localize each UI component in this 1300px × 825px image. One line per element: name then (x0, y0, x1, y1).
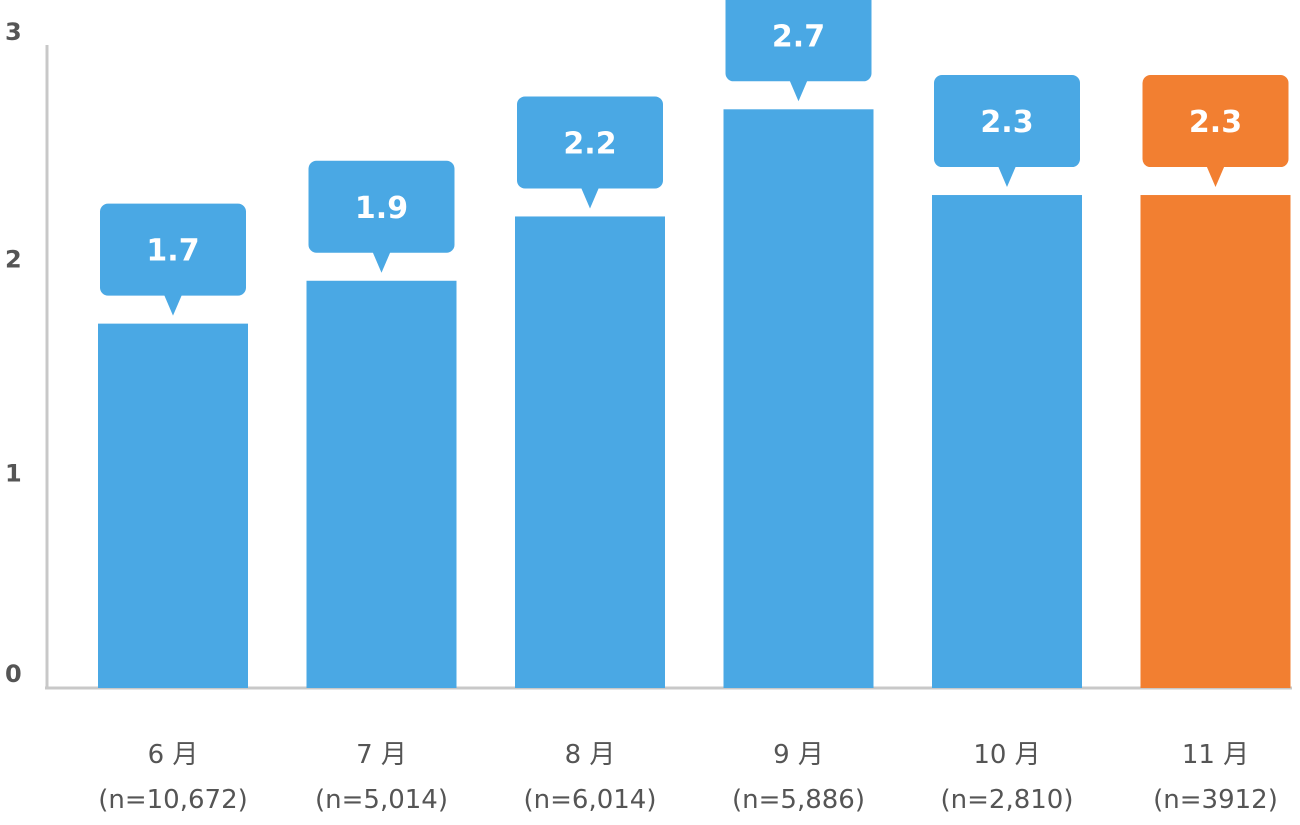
callout-bubble (725, 0, 872, 82)
value-callout: 2.3 (1142, 75, 1289, 188)
callout-pointer (1206, 166, 1225, 188)
bar (306, 280, 457, 688)
bar (98, 323, 248, 688)
data-label: 2.3 (1189, 105, 1242, 140)
value-callout: 1.9 (308, 160, 455, 273)
y-tick-label: 0 (5, 660, 22, 688)
x-tick-label-month: 11 月 (1182, 740, 1249, 770)
data-label: 2.7 (772, 19, 825, 54)
value-callout: 2.2 (517, 96, 663, 209)
value-callout: 2.3 (934, 75, 1080, 188)
callout-pointer (581, 187, 599, 209)
data-label: 1.7 (146, 234, 199, 269)
value-callout: 2.7 (725, 0, 872, 102)
callout-pointer (164, 294, 182, 316)
x-tick-label-count: (n=5,886) (732, 785, 865, 815)
data-label: 2.2 (563, 126, 616, 161)
callout-bubble (1142, 75, 1289, 168)
x-tick-label-month: 10 月 (973, 740, 1040, 770)
x-tick-label-month: 9 月 (773, 740, 824, 770)
y-tick-label: 3 (5, 18, 22, 46)
y-tick-label: 1 (5, 460, 22, 488)
x-tick-label-month: 8 月 (565, 740, 616, 770)
callout-bubble (517, 96, 663, 189)
x-tick-label-count: (n=2,810) (941, 785, 1074, 815)
bars: 1.7 1.9 2.2 2.7 2.3 2.3 (98, 0, 1291, 689)
value-callout: 1.7 (100, 203, 246, 316)
callout-bubble (100, 203, 246, 296)
bar (932, 195, 1082, 689)
x-tick-label-count: (n=3912) (1153, 785, 1278, 815)
x-tick-label-month: 6 月 (148, 740, 199, 770)
y-tick-label: 2 (5, 245, 22, 273)
callout-pointer (372, 251, 391, 273)
bar (1140, 195, 1291, 689)
data-label: 1.9 (355, 191, 408, 226)
y-tick-labels: 0 1 2 3 (5, 18, 22, 688)
callout-bubble (308, 160, 455, 253)
callout-pointer (998, 166, 1016, 188)
bar (515, 216, 665, 688)
x-tick-label-count: (n=10,672) (98, 785, 248, 815)
data-label: 2.3 (980, 105, 1033, 140)
x-tick-label-month: 7 月 (356, 740, 407, 770)
x-tick-label-count: (n=6,014) (524, 785, 657, 815)
callout-bubble (934, 75, 1080, 168)
bar (723, 109, 874, 689)
callout-pointer (789, 80, 808, 102)
category-labels: 6 月 (n=10,672) 7 月 (n=5,014) 8 月 (n=6,014) 9 月… (98, 740, 1278, 815)
x-tick-label-count: (n=5,014) (315, 785, 448, 815)
